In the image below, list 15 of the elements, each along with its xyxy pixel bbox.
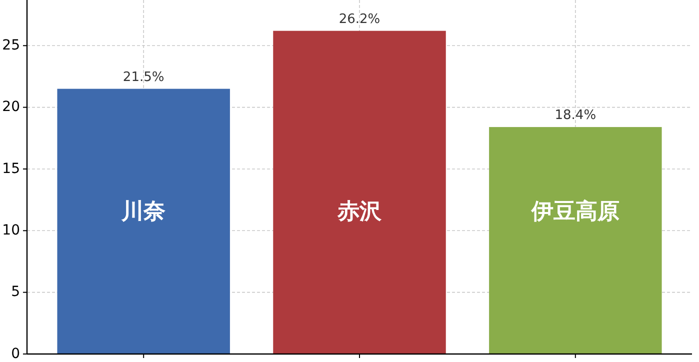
y-tick-label: 0 (11, 346, 20, 362)
data-label: 26.2% (338, 12, 380, 27)
x-tick-label: 川奈 (120, 199, 166, 224)
data-label: 21.5% (122, 70, 164, 85)
y-tick-label: 5 (11, 284, 20, 300)
data-label: 18.4% (554, 108, 596, 124)
y-tick-label: 10 (2, 222, 20, 238)
x-tick-label: 赤沢 (336, 199, 382, 224)
bar (273, 30, 446, 354)
bar (57, 88, 230, 354)
x-tick-label: 伊豆高原 (530, 198, 620, 224)
y-tick-label: 25 (2, 37, 20, 54)
bar (489, 127, 662, 354)
y-tick-label: 20 (2, 99, 20, 116)
y-tick-label: 15 (2, 160, 20, 177)
